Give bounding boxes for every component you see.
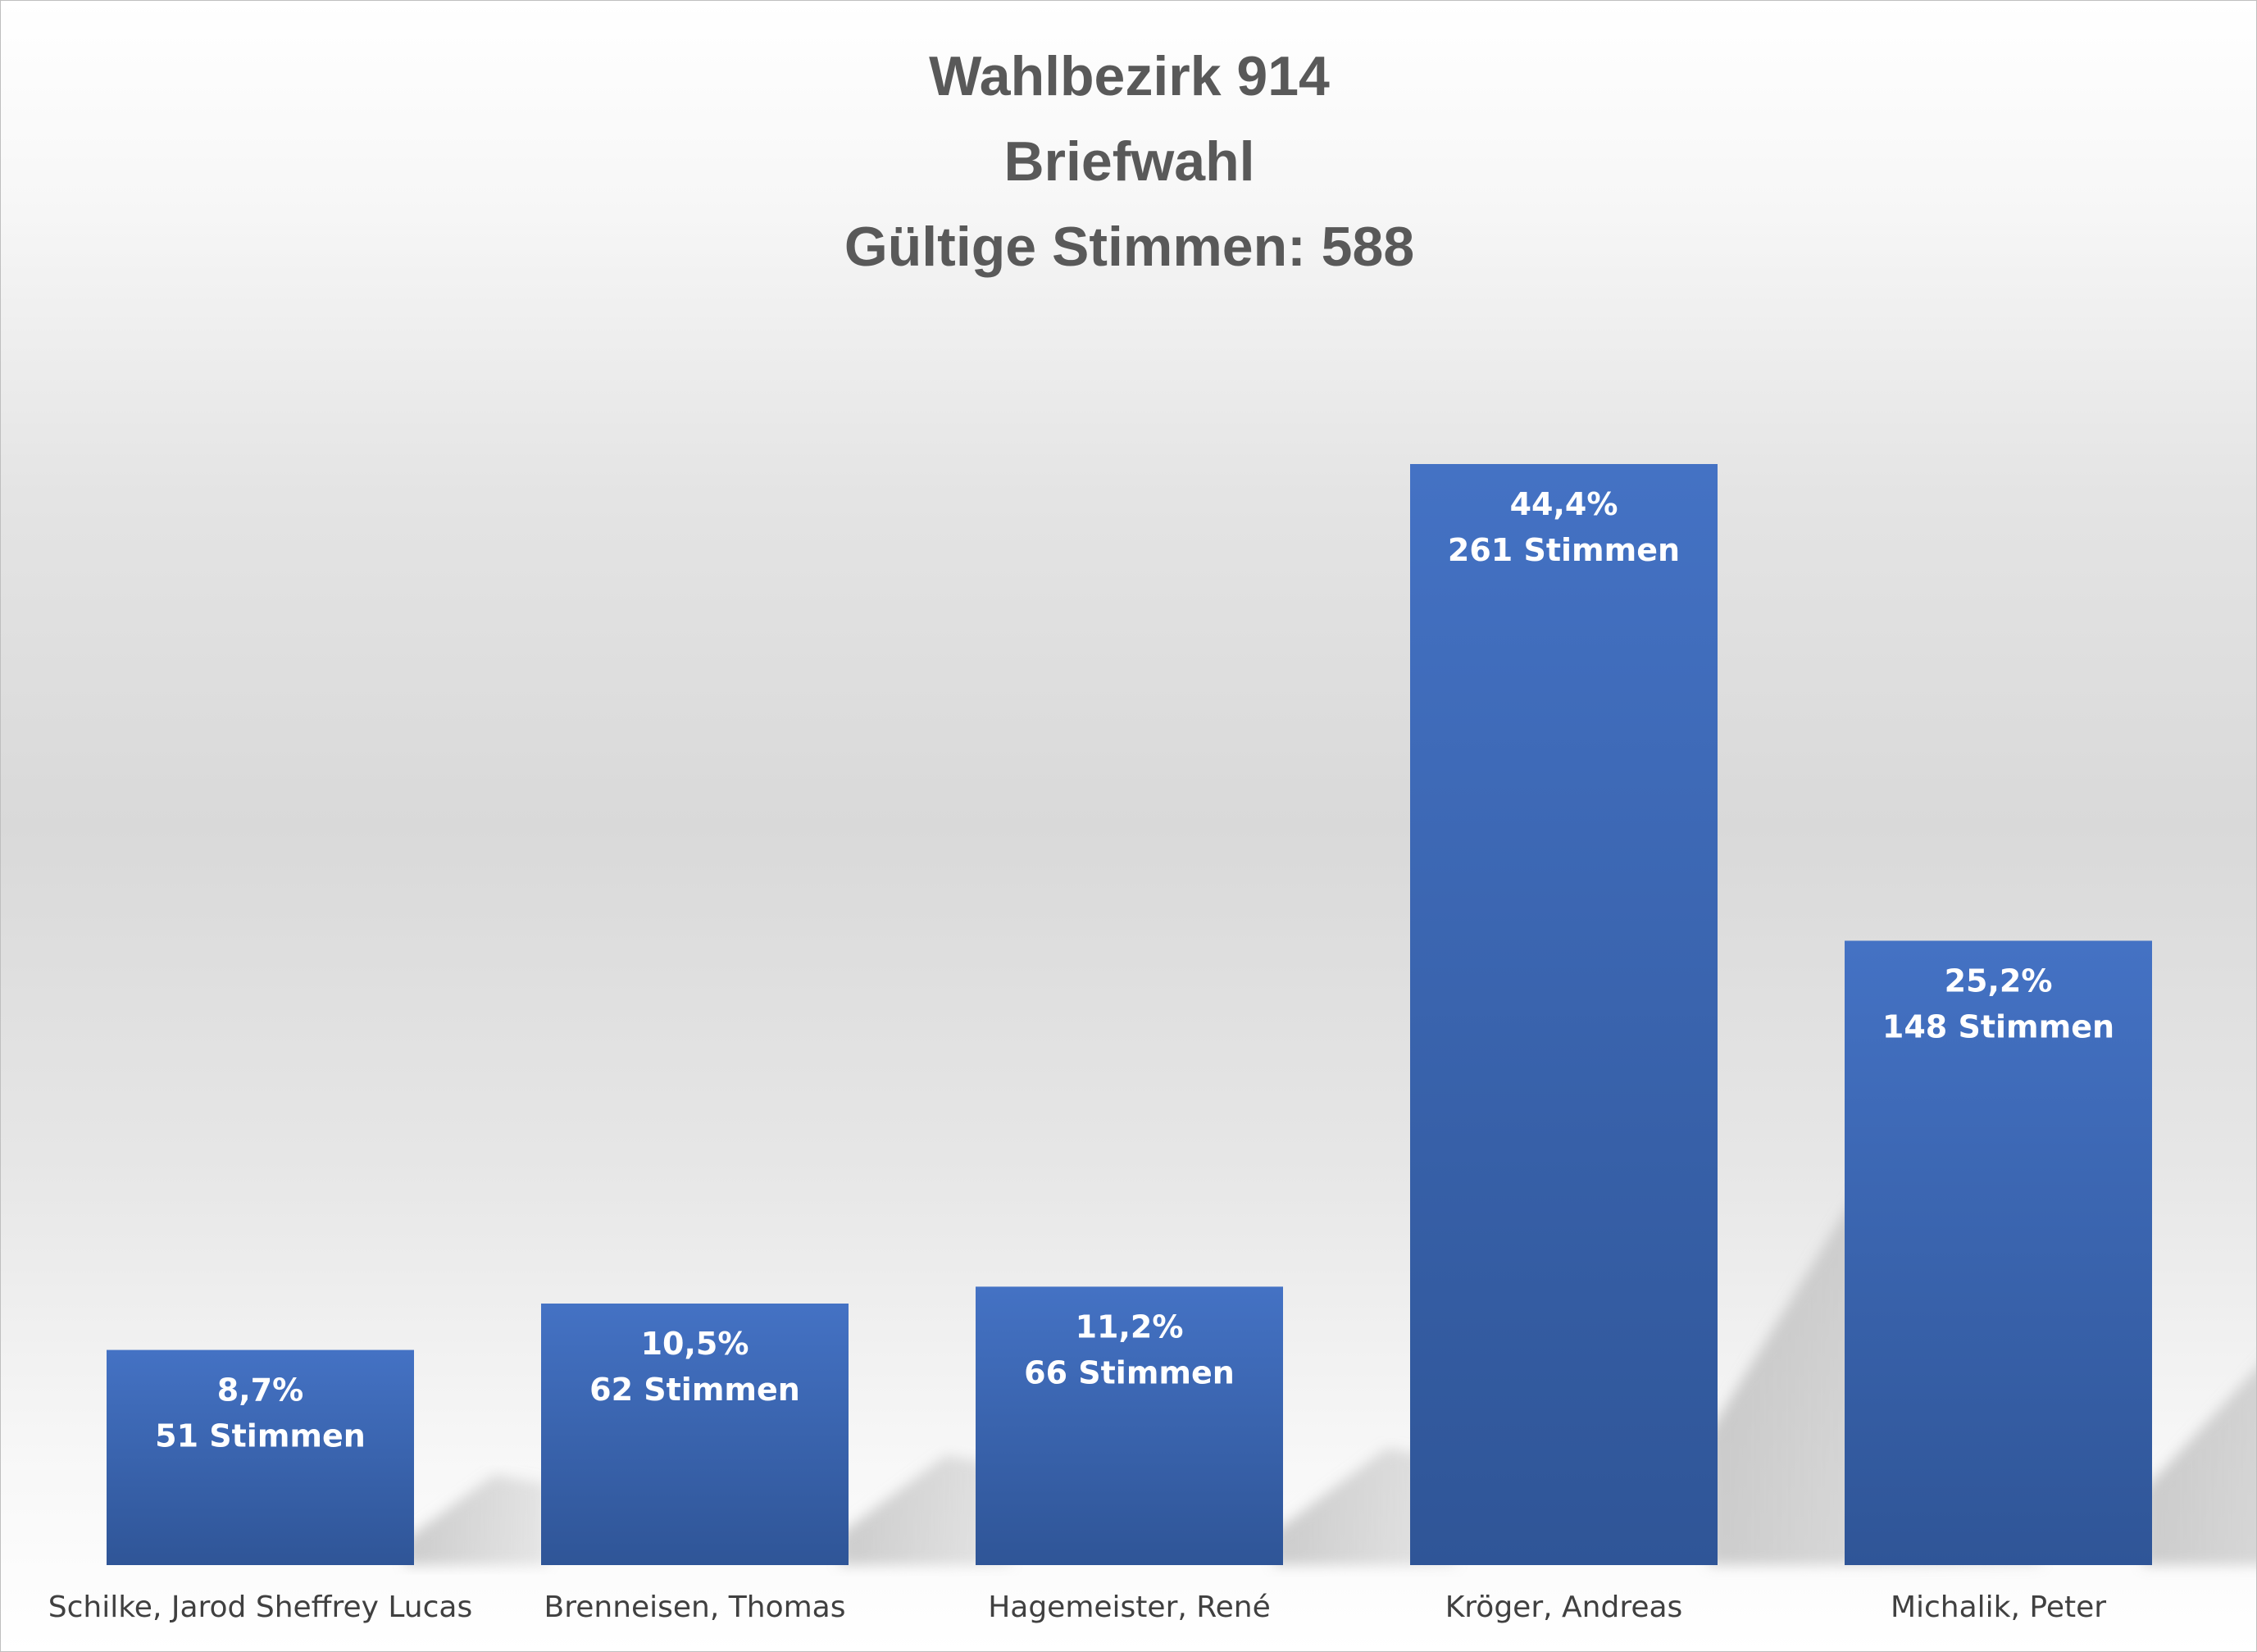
bars: 8,7% 51 Stimmen 10,5% 62 Stimmen 11,2% 66 Sti… (107, 464, 2152, 1565)
chart-title-line-1: Wahlbezirk 914 (929, 45, 1330, 107)
chart-title-line-3: Gültige Stimmen: 588 (844, 216, 1415, 278)
bar (976, 1286, 1283, 1565)
category-labels: Schilke, Jarod Sheffrey Lucas Brenneisen,… (48, 1591, 2106, 1624)
chart-title-line-2: Briefwahl (1003, 130, 1255, 193)
bar-percent-label: 11,2% (1076, 1308, 1184, 1345)
bar (541, 1303, 849, 1565)
bar-votes-label: 66 Stimmen (1024, 1354, 1235, 1390)
bar (1845, 940, 2152, 1565)
chart-title: Wahlbezirk 914 Briefwahl Gültige Stimmen… (1, 34, 2256, 289)
bar (1410, 464, 1718, 1565)
bar-votes-label: 62 Stimmen (589, 1372, 800, 1408)
bar-shadow (840, 1455, 1011, 1565)
category-label: Michalik, Peter (1891, 1591, 2106, 1624)
bar-percent-label: 8,7% (217, 1372, 303, 1409)
bar-shadow (406, 1474, 548, 1565)
bar-votes-label: 148 Stimmen (1882, 1008, 2114, 1044)
bar-shadow (2144, 1368, 2256, 1565)
bar (107, 1349, 414, 1565)
bar-votes-label: 51 Stimmen (155, 1418, 366, 1454)
category-label: Brenneisen, Thomas (544, 1591, 846, 1624)
category-label: Hagemeister, René (988, 1591, 1271, 1624)
bar-votes-label: 261 Stimmen (1448, 532, 1680, 568)
bar-percent-label: 44,4% (1510, 486, 1618, 522)
category-label: Kröger, Andreas (1445, 1591, 1683, 1624)
category-label: Schilke, Jarod Sheffrey Lucas (48, 1591, 472, 1624)
bar-percent-label: 25,2% (1945, 963, 2053, 999)
bar-percent-label: 10,5% (641, 1326, 749, 1362)
